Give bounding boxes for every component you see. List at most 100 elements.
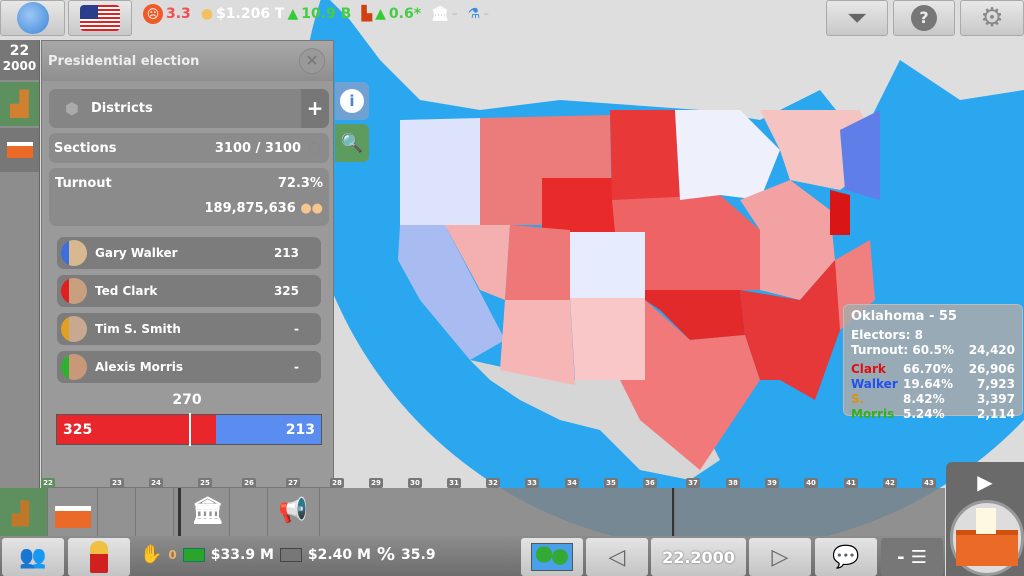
timeline-day-label: 35 [604, 478, 618, 488]
treasury-stat[interactable]: ● $1.206 T ▲ 10.9 B [200, 6, 352, 22]
messages-button[interactable]: 💬 [815, 538, 877, 576]
state-co[interactable] [570, 232, 645, 298]
menu-button[interactable]: - ☰ [881, 538, 943, 576]
settings-button[interactable]: ⚙ [960, 0, 1024, 36]
turnout-box: Turnout 72.3% 189,875,636 ●● [49, 168, 329, 226]
state-plains[interactable] [612, 195, 760, 290]
country-button[interactable] [68, 0, 132, 36]
population-button[interactable]: 👥 [2, 538, 64, 576]
state-ca[interactable] [398, 225, 505, 360]
state-nw[interactable] [400, 118, 480, 230]
candidate-row[interactable]: Tim S. Smith - [57, 313, 321, 345]
filter-button[interactable]: ⏷ [826, 0, 888, 36]
timeline-event-campaign[interactable]: 📢 [268, 488, 320, 536]
ballot-box-icon [956, 530, 1018, 566]
candidate-avatar [61, 278, 87, 304]
state-mn[interactable] [675, 110, 780, 200]
hand-icon[interactable]: ✋ [140, 544, 163, 565]
timeline-day-label: 23 [110, 478, 124, 488]
state-south[interactable] [740, 260, 860, 400]
electoral-bar-walker: 213 [216, 415, 321, 444]
previous-day-button[interactable]: ◁ [586, 538, 648, 576]
state-nv[interactable] [445, 225, 510, 300]
hexagon-icon: ⬢ [65, 99, 79, 118]
close-icon[interactable]: ✕ [299, 48, 325, 74]
play-icon: ▶ [977, 470, 993, 494]
candidate-avatar [61, 316, 87, 342]
tab-election[interactable]: ▟ [0, 82, 39, 126]
state-tx[interactable] [620, 300, 760, 470]
add-button[interactable]: + [301, 89, 329, 128]
mexico-land [470, 360, 720, 480]
arrow-up-icon: ▲ [375, 6, 386, 22]
timeline-day-label: 30 [408, 478, 422, 488]
districts-row[interactable]: ⬢ Districts + [49, 89, 329, 128]
us-flag-icon [80, 5, 120, 31]
timeline-cell[interactable] [230, 488, 268, 536]
timeline-event-ballot[interactable] [48, 488, 98, 536]
chevron-right-icon: ▷ [771, 544, 789, 570]
state-wv[interactable] [830, 190, 850, 235]
info-icon: i [340, 89, 364, 113]
research-stat[interactable]: ⚗ - [467, 6, 490, 22]
next-day-button[interactable]: ▷ [749, 538, 811, 576]
world-map-button[interactable] [521, 538, 583, 576]
state-ne[interactable] [840, 110, 880, 200]
state-nd[interactable] [610, 110, 680, 200]
timeline-day-label: 25 [198, 478, 212, 488]
threshold-label: 270 [172, 392, 202, 408]
timeline-day-label: 33 [525, 478, 539, 488]
candidate-avatar [61, 240, 87, 266]
megaphone-icon: 📢 [278, 496, 308, 524]
sad-face-icon: ☹ [143, 4, 163, 24]
arrow-up-icon: ▲ [287, 6, 299, 22]
magnifier-icon: 🔍 [340, 132, 364, 154]
leader-button[interactable] [68, 538, 130, 576]
current-date: 22.2000 [651, 538, 746, 576]
timeline-day-label: 41 [844, 478, 858, 488]
timeline-day-labels: 22 23 24 25 26 27 28 29 30 31 32 33 34 35 36 37 38 39 40 41… [40, 478, 945, 488]
podium-icon: ▟ [12, 502, 29, 527]
candidate-row[interactable]: Gary Walker 213 [57, 237, 321, 269]
timeline-cell[interactable] [136, 488, 174, 536]
info-tab[interactable]: i [335, 82, 369, 120]
state-az[interactable] [500, 300, 575, 385]
timeline-day-label: 39 [765, 478, 779, 488]
parliament-icon: 🏛 [431, 6, 449, 22]
ballot-paper-icon [976, 508, 996, 534]
approval-stat[interactable]: ☹ 3.3 [143, 4, 191, 24]
electoral-bar-clark: 325 [57, 415, 217, 444]
timeline-day-label: 37 [686, 478, 700, 488]
chat-bubbles-icon: 💬 [832, 544, 860, 570]
gear-icon: ⚙ [980, 3, 1004, 33]
state-nm[interactable] [570, 298, 645, 380]
timeline-day-label: 36 [643, 478, 657, 488]
state-wy[interactable] [542, 178, 615, 240]
candidate-row[interactable]: Ted Clark 325 [57, 275, 321, 307]
state-ut[interactable] [505, 225, 570, 300]
timeline-day-label: 34 [565, 478, 579, 488]
world-button[interactable] [0, 0, 65, 36]
timeline-cell[interactable] [98, 488, 136, 536]
search-tab[interactable]: 🔍 [335, 124, 369, 162]
parliament-stat[interactable]: 🏛 - [431, 6, 458, 22]
electoral-bar: 325 213 [56, 413, 322, 446]
industry-stat[interactable]: ▙ ▲ 0.6* [361, 6, 422, 22]
state-ok[interactable] [645, 290, 745, 340]
funnel-icon: ⏷ [848, 5, 866, 31]
factory-icon: ▙ [361, 6, 373, 22]
timeline-event-election[interactable]: ▟ [0, 488, 48, 536]
timeline-day-label: 22 [41, 478, 55, 488]
state-midwest[interactable] [740, 180, 835, 300]
candidate-row[interactable]: Alexis Morris - [57, 351, 321, 383]
play-button[interactable]: ▶ [946, 462, 1024, 502]
timeline-event-parliament[interactable]: 🏛 [178, 488, 230, 536]
tab-ballot[interactable] [0, 128, 39, 172]
banknote-green-icon [182, 547, 205, 562]
timeline-day-label: 24 [149, 478, 163, 488]
help-button[interactable]: ? [893, 0, 955, 36]
timeline[interactable]: ▟ 🏛 📢 [0, 488, 945, 536]
vote-button[interactable] [946, 500, 1024, 576]
timeline-day-label: 31 [447, 478, 461, 488]
